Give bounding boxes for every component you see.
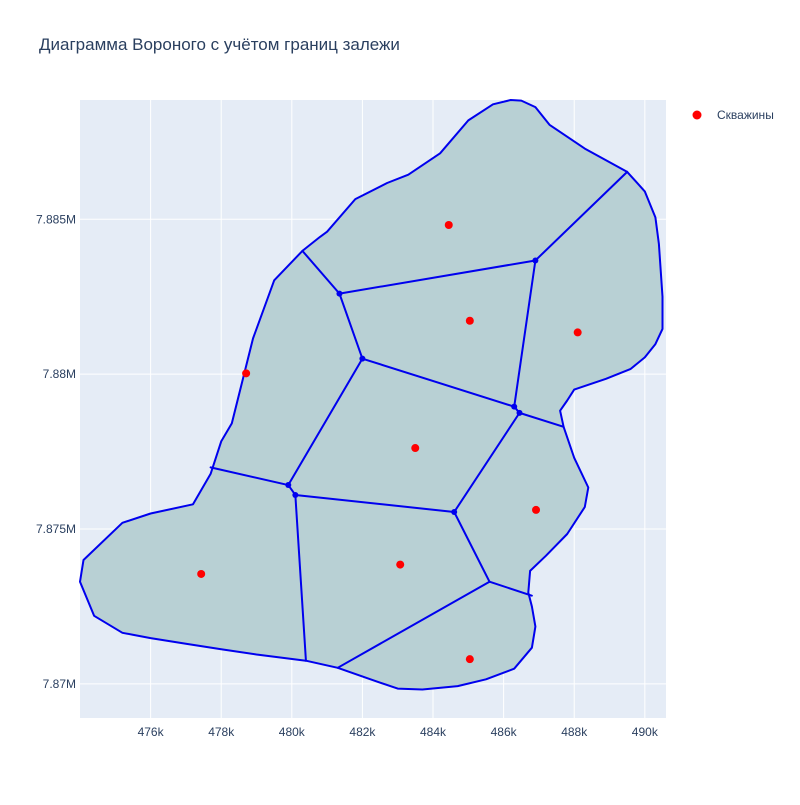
voronoi-vertex (516, 409, 523, 416)
voronoi-vertex (532, 257, 539, 264)
voronoi-edge (361, 357, 516, 408)
voronoi-vertex (292, 491, 299, 498)
voronoi-edge (336, 580, 491, 669)
well-point[interactable] (444, 220, 453, 229)
chart-title: Диаграмма Вороного с учётом границ залеж… (39, 35, 400, 54)
well-point[interactable] (465, 316, 474, 325)
well-point[interactable] (396, 560, 405, 569)
voronoi-vertex (285, 482, 292, 489)
legend: Скважины (692, 108, 774, 122)
well-point[interactable] (197, 569, 206, 578)
x-axis: 476k 478k 480k 482k 484k 486k 488k 490k (138, 725, 659, 739)
well-point[interactable] (573, 328, 582, 337)
y-tick-label: 7.885M (36, 212, 76, 226)
well-point[interactable] (465, 655, 474, 664)
x-tick-label: 484k (420, 725, 447, 739)
well-point[interactable] (532, 505, 541, 514)
x-tick-label: 490k (632, 725, 659, 739)
voronoi-vertex (336, 290, 343, 297)
voronoi-edge (294, 493, 307, 662)
x-tick-label: 478k (208, 725, 235, 739)
voronoi-vertex (511, 403, 518, 410)
voronoi-edge (294, 493, 456, 513)
x-tick-label: 486k (491, 725, 518, 739)
voronoi-edge (301, 249, 341, 295)
x-tick-label: 476k (138, 725, 165, 739)
x-tick-label: 482k (349, 725, 376, 739)
voronoi-edge (453, 511, 491, 583)
well-point[interactable] (242, 369, 251, 378)
deposit-boundary-polygon (79, 99, 664, 691)
voronoi-edge (513, 259, 537, 408)
y-axis: 7.87M 7.875M 7.88M 7.885M (36, 212, 76, 691)
well-point[interactable] (411, 444, 420, 453)
voronoi-edge (534, 170, 629, 262)
y-tick-label: 7.88M (43, 367, 76, 381)
x-tick-label: 480k (279, 725, 306, 739)
voronoi-edge (338, 292, 364, 360)
voronoi-edge (287, 357, 364, 487)
voronoi-edge (209, 466, 290, 487)
voronoi-edge (488, 580, 533, 597)
wells-series (197, 220, 582, 664)
y-tick-label: 7.875M (36, 522, 76, 536)
voronoi-vertex (359, 355, 366, 362)
y-tick-label: 7.87M (43, 677, 76, 691)
legend-marker-wells[interactable] (692, 110, 702, 120)
x-tick-label: 488k (561, 725, 588, 739)
voronoi-vertex (451, 509, 458, 515)
voronoi-edge (453, 411, 521, 513)
voronoi-edge (338, 259, 537, 295)
deposit-boundary (79, 99, 664, 691)
legend-label-wells[interactable]: Скважины (717, 108, 774, 122)
voronoi-edges (209, 170, 629, 669)
voronoi-vertices (285, 257, 539, 515)
voronoi-edge (518, 411, 565, 428)
